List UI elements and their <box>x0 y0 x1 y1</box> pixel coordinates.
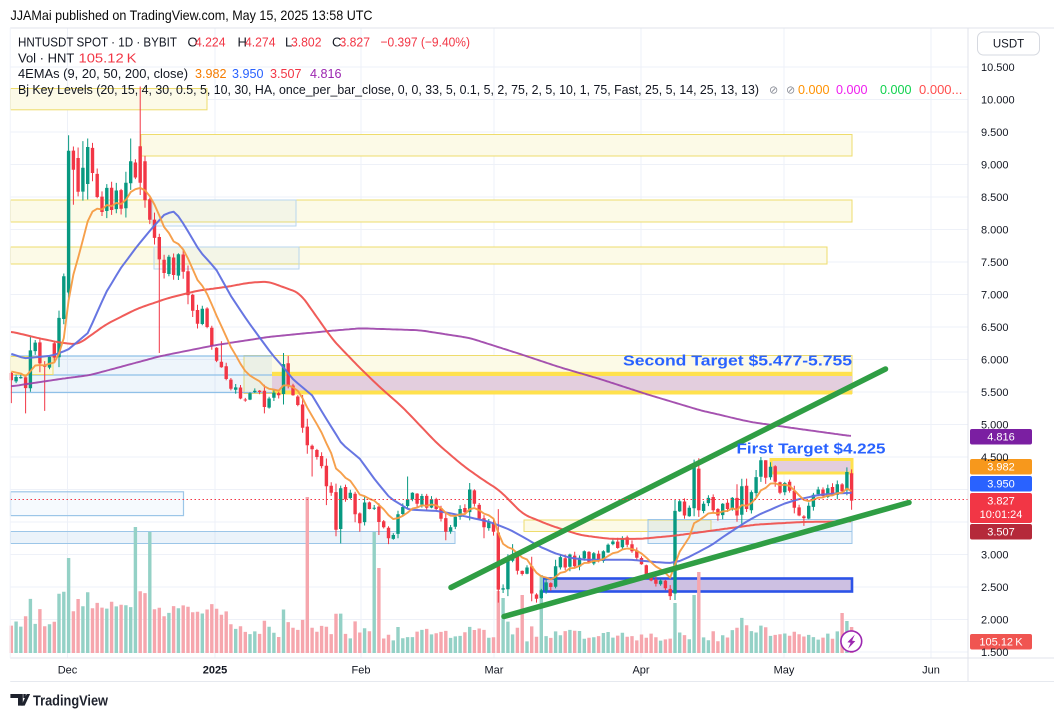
svg-text:3.507: 3.507 <box>270 66 302 81</box>
svg-text:Bj Key Levels (20, 15, 4, 30,: Bj Key Levels (20, 15, 4, 30, 0.5, 5, 10… <box>18 82 759 97</box>
svg-text:10:01:24: 10:01:24 <box>980 509 1023 521</box>
svg-text:3.827: 3.827 <box>340 35 371 50</box>
svg-text:4.816: 4.816 <box>310 66 342 81</box>
svg-text:Dec: Dec <box>58 665 78 677</box>
svg-text:3.950: 3.950 <box>987 479 1015 491</box>
svg-text:TradingView: TradingView <box>33 694 109 710</box>
svg-text:105.12 K: 105.12 K <box>979 637 1023 649</box>
svg-text:6.500: 6.500 <box>981 322 1009 334</box>
svg-text:3.507: 3.507 <box>987 527 1015 539</box>
svg-text:105.12 K: 105.12 K <box>79 51 137 66</box>
svg-text:Vol · HNT: Vol · HNT <box>18 51 74 66</box>
svg-text:8.000: 8.000 <box>981 224 1009 236</box>
svg-text:0.000: 0.000 <box>880 82 912 97</box>
svg-text:5.000: 5.000 <box>981 419 1009 431</box>
svg-text:4.500: 4.500 <box>981 452 1009 464</box>
svg-text:10.500: 10.500 <box>981 62 1015 74</box>
svg-text:3.000: 3.000 <box>981 549 1009 561</box>
svg-text:Apr: Apr <box>632 665 649 677</box>
svg-text:Mar: Mar <box>485 665 504 677</box>
svg-text:2025: 2025 <box>203 665 227 677</box>
svg-text:4.274: 4.274 <box>245 35 276 50</box>
svg-text:0.000: 0.000 <box>798 82 830 97</box>
svg-text:2.000: 2.000 <box>981 614 1009 626</box>
svg-text:1.500: 1.500 <box>981 647 1009 659</box>
svg-text:Jun: Jun <box>922 665 940 677</box>
svg-text:7.000: 7.000 <box>981 289 1009 301</box>
svg-text:3.950: 3.950 <box>232 66 264 81</box>
svg-text:−0.397 (−9.40%): −0.397 (−9.40%) <box>381 35 471 50</box>
svg-text:Feb: Feb <box>352 665 371 677</box>
svg-text:3.982: 3.982 <box>987 462 1015 474</box>
svg-text:5.500: 5.500 <box>981 387 1009 399</box>
svg-text:3.982: 3.982 <box>195 66 227 81</box>
svg-text:HNTUSDT SPOT · 1D · BYBIT: HNTUSDT SPOT · 1D · BYBIT <box>18 35 177 50</box>
svg-text:3.827: 3.827 <box>987 496 1015 508</box>
svg-text:Second Target $5.477-5.755: Second Target $5.477-5.755 <box>623 354 852 370</box>
svg-text:⊘: ⊘ <box>786 85 795 97</box>
svg-text:2.500: 2.500 <box>981 582 1009 594</box>
svg-text:4.816: 4.816 <box>987 432 1015 444</box>
svg-text:4.224: 4.224 <box>195 35 226 50</box>
svg-text:4EMAs (9, 20, 50, 200, close): 4EMAs (9, 20, 50, 200, close) <box>18 66 188 81</box>
svg-text:USDT: USDT <box>993 39 1024 51</box>
svg-text:L: L <box>285 35 292 50</box>
svg-text:10.000: 10.000 <box>981 94 1015 106</box>
svg-text:May: May <box>774 665 795 677</box>
svg-text:C: C <box>332 35 341 50</box>
svg-text:0.000...: 0.000... <box>919 82 962 97</box>
svg-text:9.000: 9.000 <box>981 159 1009 171</box>
svg-text:9.500: 9.500 <box>981 127 1009 139</box>
svg-text:7.500: 7.500 <box>981 257 1009 269</box>
svg-text:H: H <box>238 35 247 50</box>
svg-text:O: O <box>188 35 198 50</box>
svg-text:JJAMai published on TradingVie: JJAMai published on TradingView.com, May… <box>11 8 373 23</box>
svg-text:First Target $4.225: First Target $4.225 <box>737 442 886 458</box>
svg-text:6.000: 6.000 <box>981 354 1009 366</box>
svg-text:8.500: 8.500 <box>981 192 1009 204</box>
svg-text:3.802: 3.802 <box>291 35 322 50</box>
svg-text:0.000: 0.000 <box>836 82 868 97</box>
svg-text:⊘: ⊘ <box>769 85 778 97</box>
